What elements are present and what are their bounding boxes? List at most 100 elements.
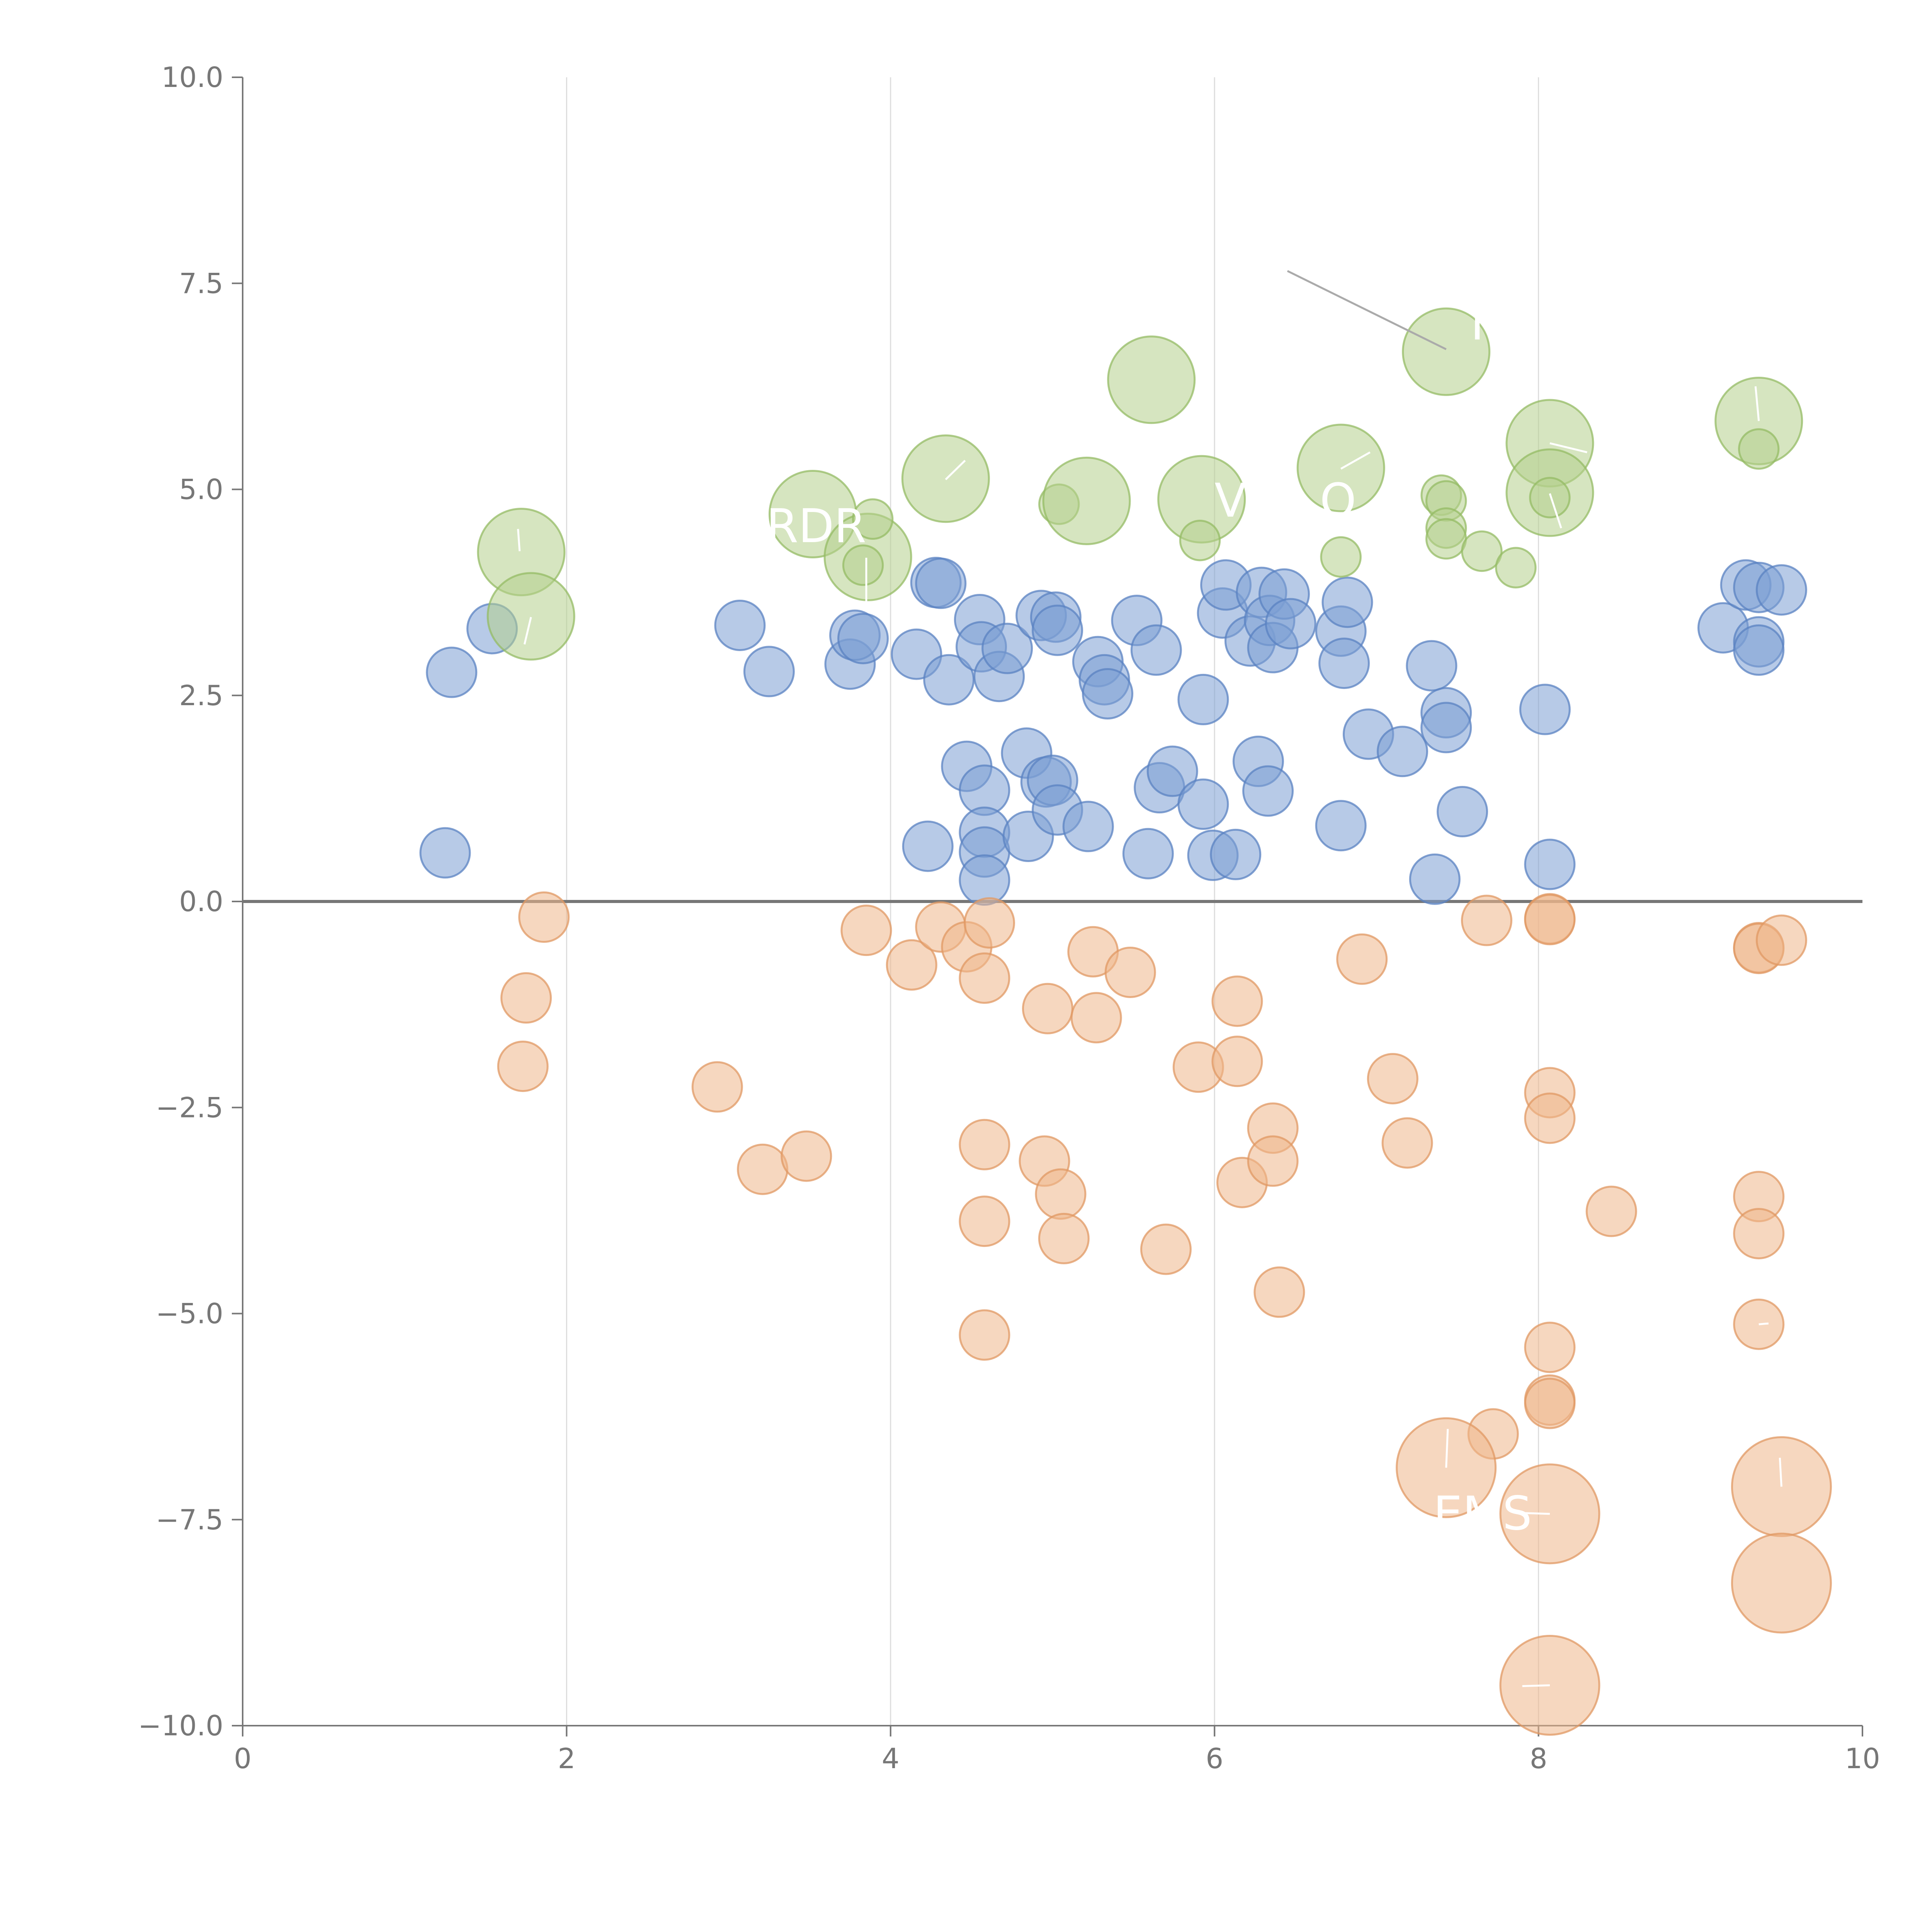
leader-layer	[517, 270, 1782, 1687]
x-tick-label: 0	[234, 1742, 252, 1775]
annotation-leader-line	[1779, 1458, 1782, 1487]
data-point	[691, 1061, 743, 1113]
data-point	[1211, 1036, 1263, 1087]
annotation-leader-line	[1759, 1322, 1769, 1325]
annotation-label: EMS	[1433, 1487, 1532, 1541]
data-point	[1247, 1135, 1299, 1187]
data-point	[959, 1309, 1010, 1361]
data-point	[1140, 1223, 1192, 1275]
data-point	[1318, 638, 1370, 689]
annotation-label: '	[1211, 297, 1224, 350]
y-tick-label: −2.5	[156, 1091, 223, 1124]
data-point	[1738, 428, 1780, 470]
data-point	[1104, 946, 1156, 998]
data-point	[1585, 1185, 1637, 1237]
data-point	[959, 1119, 1010, 1170]
data-point	[842, 544, 884, 586]
data-point	[781, 1130, 832, 1182]
annotation-label: RDR	[766, 500, 866, 553]
data-point	[1495, 547, 1537, 588]
data-point	[964, 897, 1015, 949]
data-point	[1265, 598, 1316, 650]
data-point	[1731, 1532, 1832, 1634]
data-point	[1146, 745, 1198, 797]
annotation-leader-line	[523, 617, 532, 645]
data-point	[886, 939, 937, 991]
data-point	[500, 972, 552, 1024]
y-tick-label: −10.0	[138, 1709, 223, 1742]
data-point	[1177, 778, 1229, 830]
data-point	[1524, 1321, 1576, 1373]
data-point	[923, 654, 975, 706]
data-point	[1519, 684, 1571, 735]
annotation-leader-line	[1754, 386, 1760, 421]
x-tick-label: 8	[1530, 1742, 1548, 1775]
data-point	[852, 498, 894, 540]
annotation-leader-line	[1445, 1429, 1449, 1468]
data-point	[1461, 530, 1503, 572]
data-point	[1409, 853, 1461, 905]
y-tick-label: 10.0	[162, 61, 223, 94]
data-point	[1755, 564, 1807, 616]
annotation-leader-line	[1549, 442, 1587, 453]
data-point	[959, 952, 1010, 1004]
data-point	[1062, 801, 1114, 852]
data-point	[1420, 702, 1472, 753]
data-point	[1032, 604, 1083, 656]
data-point	[1130, 624, 1182, 676]
data-point	[1524, 1378, 1576, 1429]
data-point	[1315, 800, 1367, 852]
data-point	[1524, 894, 1576, 946]
y-tick-label: 0.0	[179, 885, 223, 918]
annotation-leader-line	[1522, 1684, 1550, 1687]
data-point	[981, 622, 1033, 674]
data-point	[1499, 1634, 1600, 1736]
data-point	[1381, 1117, 1433, 1169]
data-point	[1122, 828, 1174, 879]
data-point	[1524, 1092, 1576, 1144]
data-point	[737, 1143, 789, 1195]
data-point	[714, 599, 766, 651]
annotation-leader-line	[1340, 451, 1371, 470]
data-point	[1070, 992, 1122, 1044]
data-point	[518, 891, 570, 943]
data-point	[1210, 828, 1262, 880]
x-tick-label: 10	[1845, 1742, 1880, 1775]
data-point	[1253, 1266, 1305, 1318]
data-point	[1529, 477, 1571, 519]
data-point	[1179, 520, 1221, 561]
data-point	[1038, 1213, 1090, 1264]
data-point	[1425, 518, 1467, 560]
annotation-leader-line	[1549, 493, 1562, 529]
data-point	[1336, 933, 1388, 985]
data-point	[1755, 914, 1807, 966]
data-point	[959, 1196, 1010, 1247]
data-point	[837, 613, 889, 665]
data-point	[1035, 1168, 1087, 1220]
data-point	[419, 827, 471, 879]
data-point	[1376, 726, 1428, 777]
data-point	[1022, 983, 1073, 1034]
data-point	[1461, 895, 1512, 946]
data-point	[1042, 456, 1131, 545]
data-point	[959, 854, 1010, 906]
data-point	[1733, 624, 1785, 676]
data-point	[1177, 673, 1229, 725]
axis-layer: 0 2 4 6 8 10 10.0 7.5 5.0 2.5 0.0 −2.5 −5.0 −7.5 −10.0	[138, 61, 1880, 1775]
data-point	[1524, 838, 1576, 890]
annotation-label: V	[1214, 474, 1246, 528]
data-point	[1406, 640, 1458, 692]
annotation-label: F	[1471, 297, 1497, 350]
data-point	[486, 572, 575, 661]
annotation-label: O	[1320, 474, 1356, 528]
data-point	[840, 905, 892, 956]
data-point	[1082, 668, 1134, 719]
data-point	[1320, 536, 1362, 578]
data-point	[915, 558, 967, 609]
data-point	[426, 646, 478, 698]
y-tick-label: 2.5	[179, 679, 223, 712]
data-point	[1733, 1208, 1785, 1260]
y-tick-label: −5.0	[156, 1298, 223, 1330]
